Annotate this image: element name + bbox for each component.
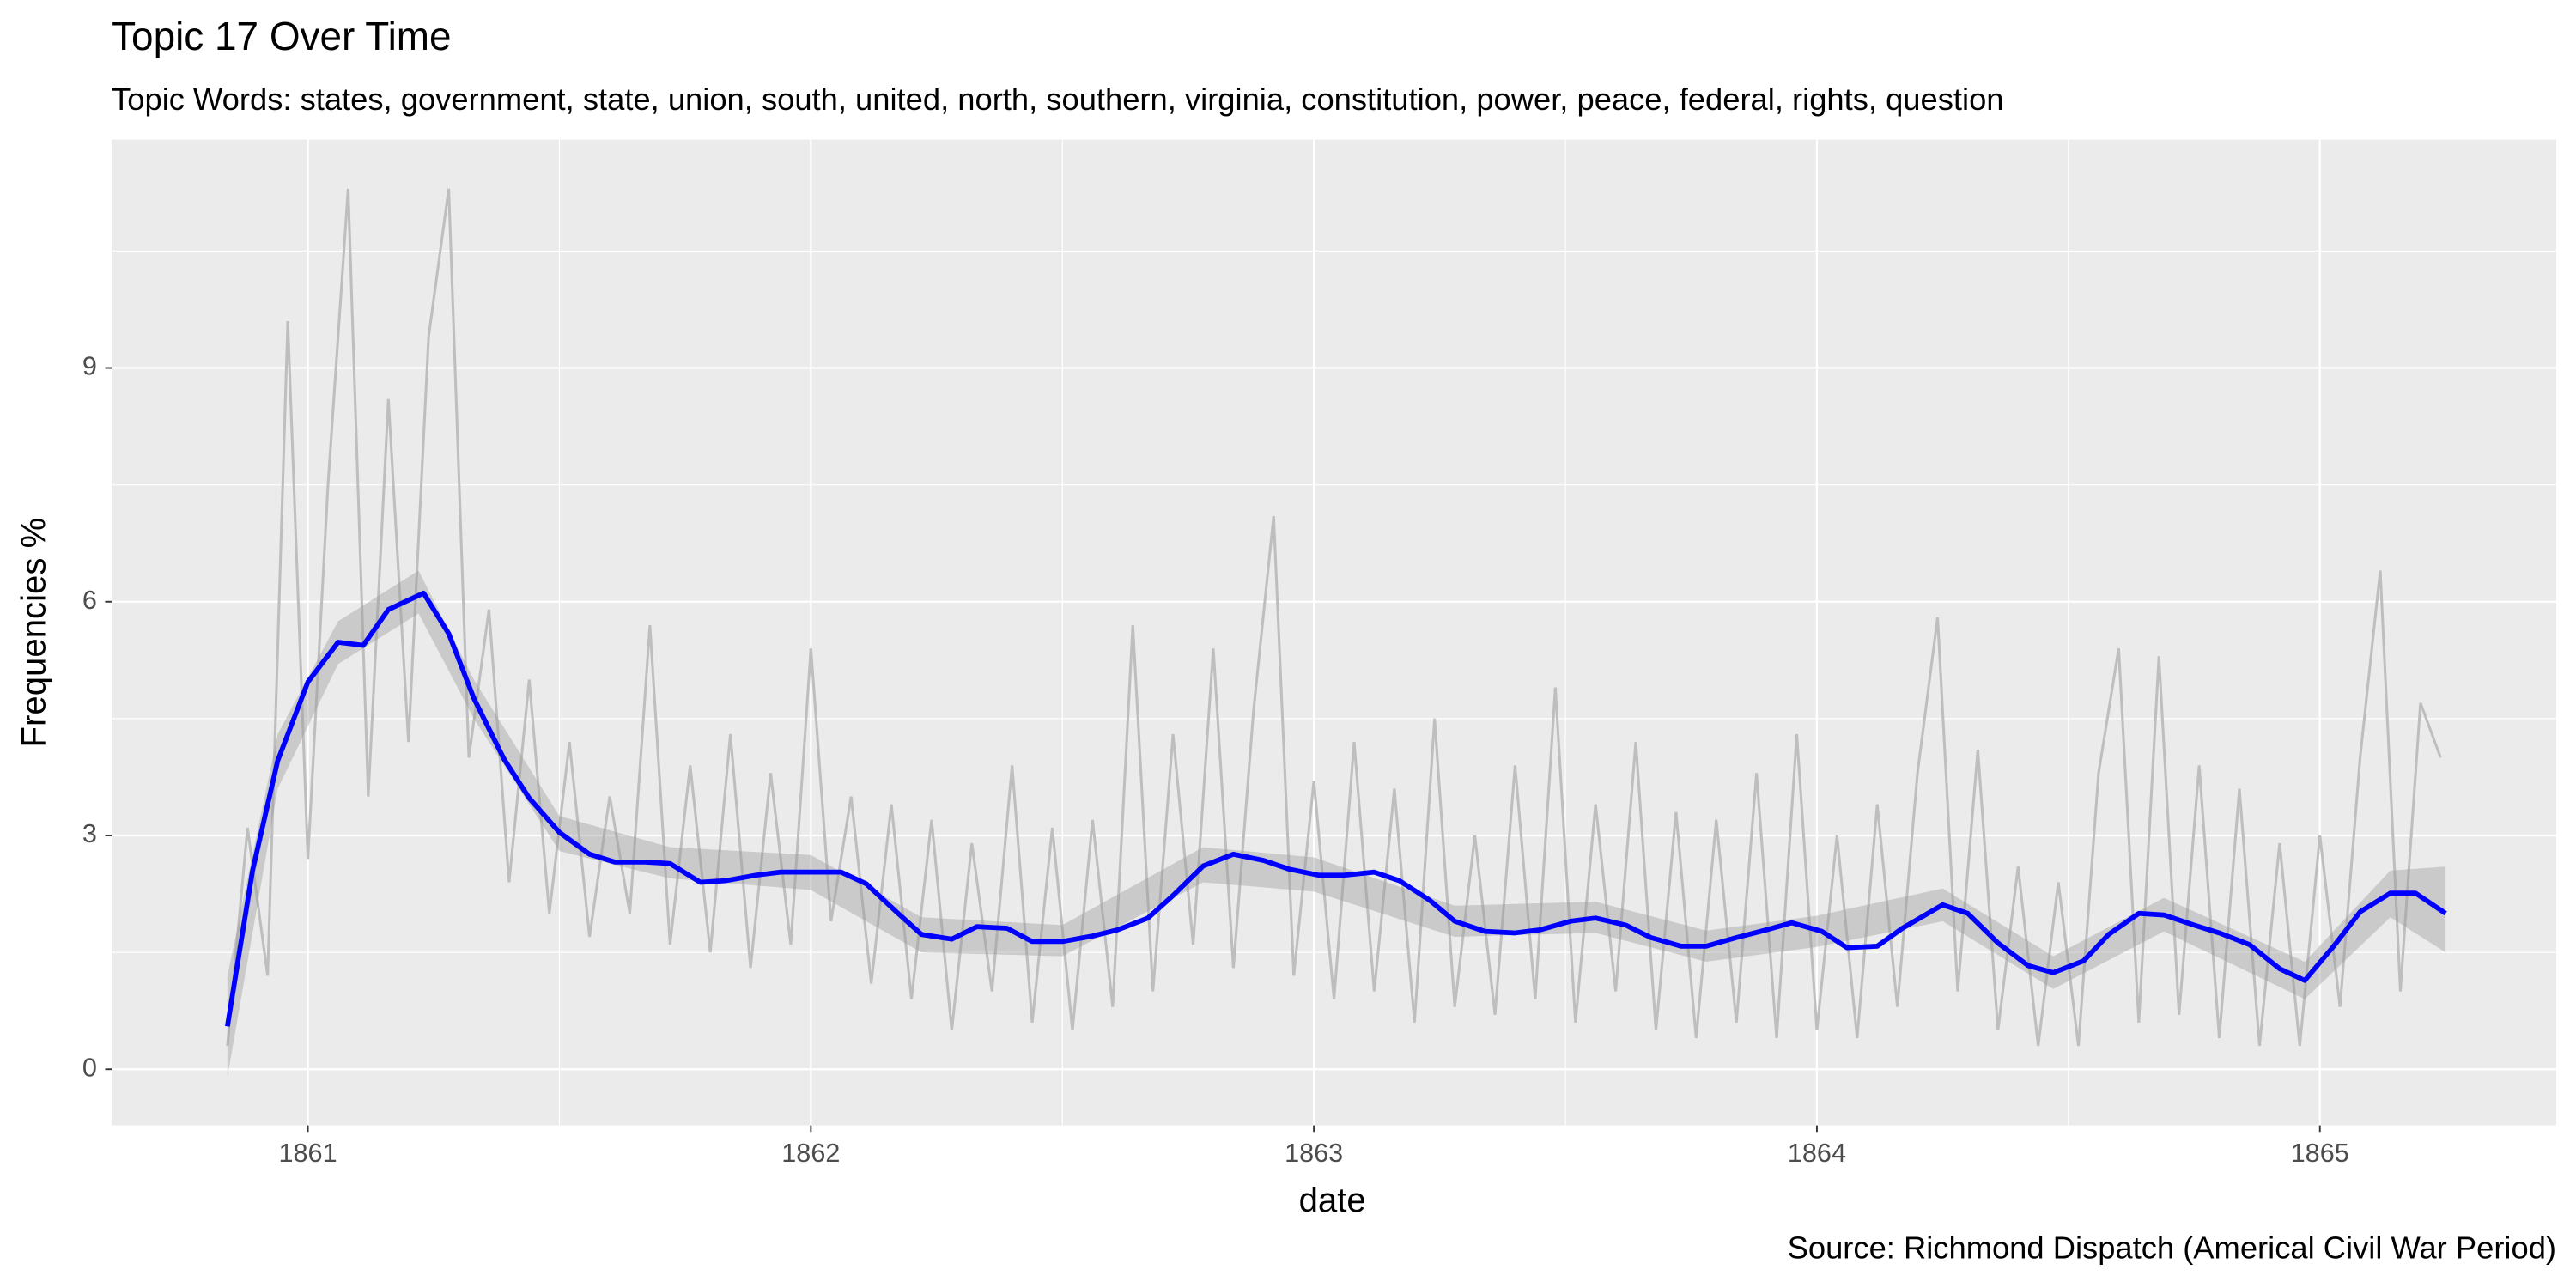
x-axis-title: date (1299, 1181, 1366, 1219)
caption: Source: Richmond Dispatch (Americal Civi… (1788, 1230, 2556, 1266)
marks (225, 188, 2447, 1078)
chart-subtitle: Topic Words: states, government, state, … (112, 82, 2003, 117)
y-tick-label: 3 (82, 819, 97, 848)
panel (112, 139, 2557, 1126)
y-axis-title: Frequencies % (15, 518, 53, 748)
x-tick-label: 1865 (2291, 1139, 2349, 1168)
smooth-line (225, 590, 2447, 1027)
x-tick-label: 1863 (1285, 1139, 1343, 1168)
x-tick-label: 1861 (279, 1139, 337, 1168)
x-tick-label: 1864 (1788, 1139, 1846, 1168)
raw-line (226, 188, 2442, 1047)
y-tick-label: 0 (82, 1053, 97, 1082)
labels: 0 3 6 9 1861 1862 1863 1864 1865 (82, 352, 2349, 1169)
y-tick-label: 6 (82, 586, 97, 615)
chart-title: Topic 17 Over Time (112, 14, 451, 58)
y-tick-label: 9 (82, 352, 97, 381)
x-tick-label: 1862 (781, 1139, 840, 1168)
